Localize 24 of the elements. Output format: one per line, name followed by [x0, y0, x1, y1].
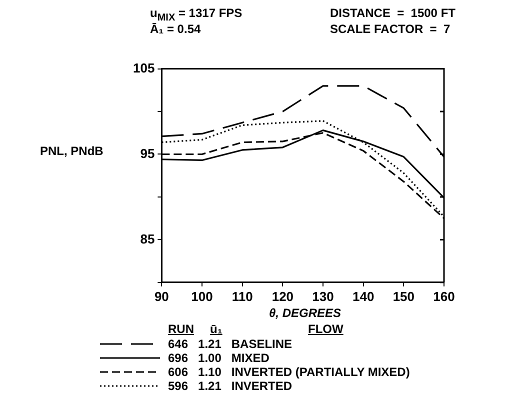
- y-tick-label: 105: [132, 60, 155, 76]
- x-tick-label: 110: [232, 288, 253, 304]
- text: u$_{MIX}$ = 1317 FPS: [150, 6, 242, 24]
- x-tick-label: 130: [312, 288, 334, 304]
- y-axis-title: PNL, PNdB: [40, 144, 104, 158]
- x-axis-title: θ, DEGREES: [268, 306, 342, 320]
- x-tick-label: 140: [352, 288, 374, 304]
- legend-label: 696 1.00 MIXED: [168, 351, 270, 365]
- text: DISTANCE = 1500 FT: [330, 6, 456, 20]
- legend-label: 606 1.10 INVERTED (PARTIALLY MIXED): [168, 365, 410, 379]
- text: FLOW: [308, 322, 344, 336]
- text: ū₁: [210, 322, 222, 336]
- text: RUN: [168, 322, 194, 336]
- x-tick-label: 150: [392, 288, 415, 304]
- y-tick-label: 85: [140, 231, 155, 246]
- x-tick-label: 90: [154, 288, 169, 304]
- x-tick-label: 160: [433, 288, 455, 304]
- x-tick-label: 100: [191, 288, 213, 304]
- text: SCALE FACTOR = 7: [330, 22, 450, 36]
- y-tick-label: 95: [140, 146, 155, 161]
- text: Ā₁ = 0.54: [150, 22, 201, 36]
- legend-label: 646 1.21 BASELINE: [168, 337, 292, 351]
- x-tick-label: 120: [272, 288, 294, 304]
- legend-label: 596 1.21 INVERTED: [168, 379, 292, 393]
